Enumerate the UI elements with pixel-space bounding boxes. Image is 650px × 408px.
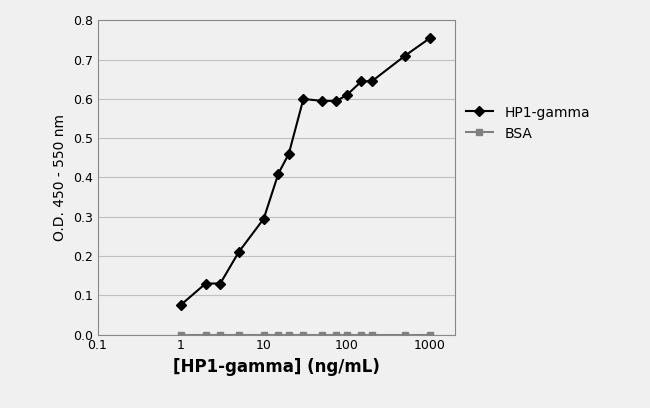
BSA [318,332,326,337]
BSA [274,332,282,337]
BSA [358,332,365,337]
HP1-gamma [343,93,351,98]
X-axis label: [HP1-gamma] (ng/mL): [HP1-gamma] (ng/mL) [173,358,380,376]
BSA [216,332,224,337]
BSA [177,332,185,337]
HP1-gamma [235,250,242,255]
HP1-gamma [285,151,292,156]
Legend: HP1-gamma, BSA: HP1-gamma, BSA [465,106,590,141]
BSA [401,332,409,337]
BSA [343,332,351,337]
Line: HP1-gamma: HP1-gamma [177,35,434,308]
HP1-gamma [260,216,268,221]
HP1-gamma [333,98,341,103]
BSA [333,332,341,337]
HP1-gamma [358,79,365,84]
HP1-gamma [368,79,376,84]
BSA [300,332,307,337]
HP1-gamma [202,281,209,286]
BSA [368,332,376,337]
Y-axis label: O.D. 450 - 550 nm: O.D. 450 - 550 nm [53,114,67,241]
BSA [285,332,292,337]
HP1-gamma [426,35,434,40]
Line: BSA: BSA [177,331,434,338]
BSA [426,332,434,337]
HP1-gamma [216,281,224,286]
HP1-gamma [177,303,185,308]
BSA [260,332,268,337]
BSA [202,332,209,337]
HP1-gamma [401,53,409,58]
HP1-gamma [318,98,326,103]
BSA [235,332,242,337]
HP1-gamma [300,97,307,102]
HP1-gamma [274,171,282,176]
